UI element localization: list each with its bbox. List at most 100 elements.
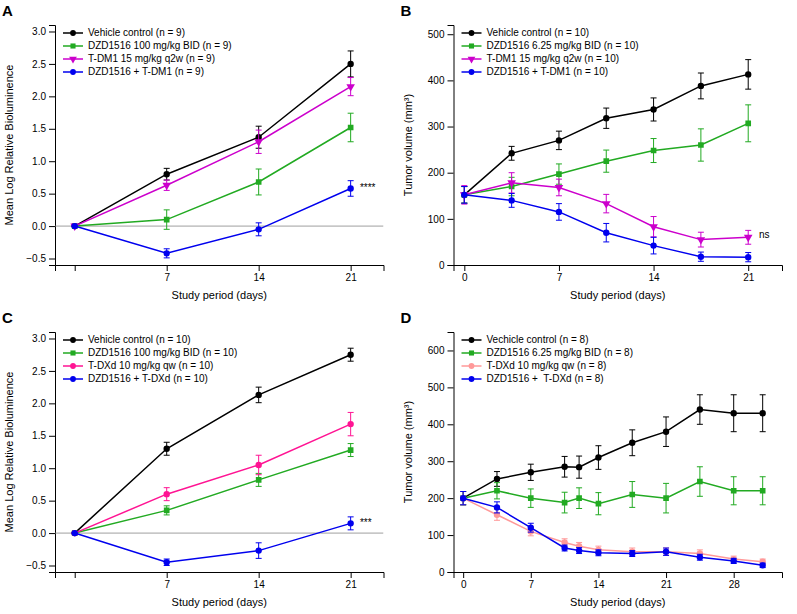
error-bar bbox=[256, 455, 262, 474]
x-tick: 21 bbox=[346, 265, 358, 283]
legend-label: DZD1516 6.25 mg/kg BID (n = 10) bbox=[487, 40, 639, 51]
error-bar bbox=[460, 492, 466, 505]
y-tick-label: 400 bbox=[428, 419, 445, 430]
legend-label: DZD1516 100 mg/kg BID (n = 10) bbox=[88, 347, 237, 358]
error-bar bbox=[629, 430, 635, 456]
y-tick-mark bbox=[448, 350, 454, 351]
error-bar-cap bbox=[697, 466, 703, 467]
error-bar bbox=[461, 187, 467, 204]
error-bar bbox=[663, 548, 669, 555]
error-bar bbox=[603, 223, 609, 241]
error-bar bbox=[731, 477, 737, 505]
y-tick-label: 400 bbox=[428, 75, 445, 86]
y-axis: 0100200300400500600 bbox=[428, 333, 454, 578]
error-bar-cap bbox=[460, 491, 466, 492]
x-tick: 21 bbox=[661, 572, 673, 590]
x-tick-label: 7 bbox=[164, 579, 170, 590]
data-point bbox=[494, 476, 500, 482]
error-bar bbox=[256, 387, 262, 403]
plot-area bbox=[460, 395, 766, 569]
error-bar-cap bbox=[528, 532, 534, 533]
plot-area bbox=[460, 60, 752, 262]
legend-marker bbox=[70, 337, 76, 343]
y-axis-title: Tumor volume (mm³) bbox=[402, 401, 414, 503]
y-tick-mark bbox=[49, 436, 55, 437]
data-point bbox=[163, 491, 169, 497]
error-bar-cap bbox=[256, 455, 262, 456]
error-bar-cap bbox=[461, 203, 467, 204]
legend-item: DZD1516 + T-DM1 (n = 9) bbox=[63, 66, 204, 77]
x-tick-label: 21 bbox=[346, 579, 358, 590]
error-bar bbox=[595, 550, 601, 556]
error-bar bbox=[651, 98, 657, 121]
error-bar-cap bbox=[348, 443, 354, 444]
x-tick-mark bbox=[598, 572, 599, 578]
y-tick-label: −0.5 bbox=[26, 560, 46, 571]
error-bar-cap bbox=[164, 500, 170, 501]
x-axis: 07142128 bbox=[454, 572, 783, 590]
error-bar bbox=[603, 108, 609, 128]
data-point bbox=[603, 158, 609, 164]
plot-area bbox=[55, 348, 384, 565]
data-point bbox=[347, 185, 353, 191]
y-tick-mark bbox=[49, 371, 55, 372]
data-point bbox=[255, 462, 261, 468]
error-bar-cap bbox=[745, 141, 751, 142]
y-axis: −0.50.00.51.01.52.02.53.0 bbox=[26, 333, 55, 573]
y-axis-title: Mean Log Relative Bioluminence bbox=[3, 65, 15, 226]
error-bar-cap bbox=[256, 542, 262, 543]
data-point bbox=[348, 447, 354, 453]
error-bar bbox=[760, 477, 766, 505]
error-bar bbox=[576, 548, 582, 554]
legend-marker bbox=[469, 376, 475, 382]
x-tick bbox=[75, 572, 76, 578]
reference-line bbox=[55, 226, 384, 227]
panel-label: B bbox=[401, 2, 412, 19]
legend-marker bbox=[468, 57, 476, 64]
error-bar bbox=[528, 489, 534, 507]
legend-label: DZD1516 + T-DXd (n = 10) bbox=[88, 373, 208, 384]
series bbox=[70, 78, 355, 232]
error-bar bbox=[348, 113, 354, 142]
error-bar-cap bbox=[651, 236, 657, 237]
error-bar-cap bbox=[256, 126, 262, 127]
error-bar-cap bbox=[348, 76, 354, 77]
error-bar-cap bbox=[697, 496, 703, 497]
series-line bbox=[463, 498, 763, 562]
x-axis-title: Study period (days) bbox=[172, 289, 267, 301]
legend-item: T-DM1 15 mg/kg q2w (n = 10) bbox=[462, 53, 620, 64]
error-bar-cap bbox=[697, 549, 703, 550]
legend-item: DZD1516 + T-DM1 (n = 10) bbox=[462, 66, 609, 77]
y-tick: 1.0 bbox=[32, 463, 55, 474]
x-tick-label: 0 bbox=[462, 272, 468, 283]
error-bar-cap bbox=[603, 241, 609, 242]
data-point bbox=[255, 392, 261, 398]
y-tick-label: 1.0 bbox=[32, 156, 46, 167]
error-bar-cap bbox=[698, 161, 704, 162]
x-tick: 7 bbox=[557, 265, 563, 283]
y-tick-mark bbox=[49, 259, 55, 260]
y-tick: 100 bbox=[428, 214, 454, 225]
legend-label: Vehicle control (n = 10) bbox=[487, 27, 590, 38]
y-tick: −0.5 bbox=[26, 253, 55, 264]
error-bar bbox=[651, 237, 657, 254]
data-point bbox=[72, 530, 78, 536]
error-bar-cap bbox=[698, 73, 704, 74]
y-tick-label: 0.0 bbox=[32, 528, 46, 539]
legend-label: T-DXd 10 mg/kg qw (n = 10) bbox=[88, 360, 213, 371]
error-bar-cap bbox=[348, 141, 354, 142]
error-bar-cap bbox=[256, 486, 262, 487]
legend-label: DZD1516 + T-DM1 (n = 9) bbox=[88, 66, 204, 77]
y-tick: 500 bbox=[428, 29, 454, 40]
x-axis-line bbox=[454, 266, 783, 272]
error-bar-cap bbox=[629, 429, 635, 430]
legend-marker bbox=[469, 30, 475, 36]
y-tick: 1.0 bbox=[32, 156, 55, 167]
error-bar-cap bbox=[760, 504, 766, 505]
error-bar-cap bbox=[494, 501, 500, 502]
legend-marker bbox=[469, 69, 475, 75]
data-point bbox=[347, 421, 353, 427]
series bbox=[460, 395, 766, 505]
panel-label: C bbox=[2, 309, 13, 326]
data-point bbox=[494, 512, 500, 518]
